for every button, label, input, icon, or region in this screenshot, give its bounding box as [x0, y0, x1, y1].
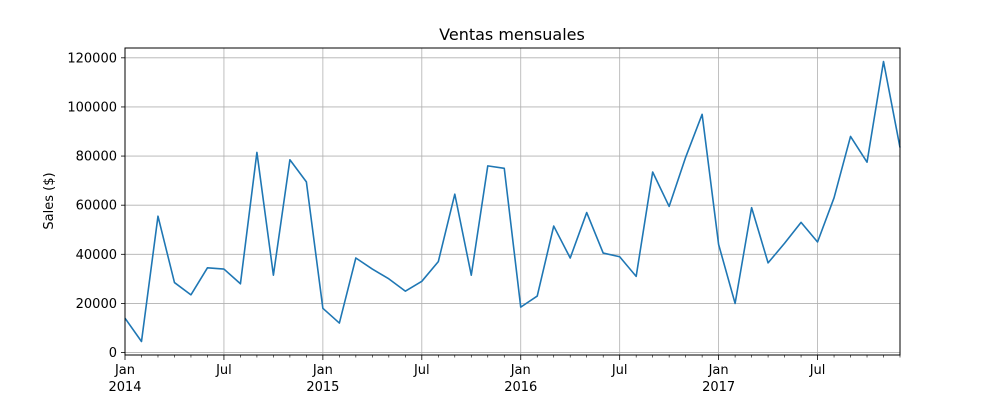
- x-tick-label: Jan: [510, 363, 531, 378]
- x-tick-year-label: 2014: [108, 380, 141, 395]
- y-tick-label: 100000: [67, 100, 117, 115]
- plot-frame: [124, 47, 901, 356]
- axes: 0 20000 40000 60000 80000 100000 120000 Jan 2014…: [67, 51, 901, 395]
- x-tick-label: Jul: [809, 363, 826, 378]
- chart-title: Ventas mensuales: [439, 25, 585, 44]
- x-tick-year-label: 2015: [306, 380, 339, 395]
- series-line: [124, 60, 901, 343]
- x-tick-label: Jul: [413, 363, 430, 378]
- grid-lines: [124, 48, 900, 355]
- x-tick-label: Jul: [611, 363, 628, 378]
- y-tick-label: 20000: [76, 297, 117, 312]
- x-tick-label: Jan: [312, 363, 333, 378]
- y-tick-label: 0: [109, 346, 117, 361]
- series-layer: [124, 60, 901, 343]
- y-tick-label: 60000: [76, 199, 117, 214]
- x-tick-label: Jan: [114, 363, 135, 378]
- x-tick-label: Jan: [708, 363, 729, 378]
- y-tick-label: 120000: [67, 51, 117, 66]
- y-axis-label: Sales ($): [42, 172, 57, 229]
- x-tick-label: Jul: [215, 363, 232, 378]
- x-tick-year-label: 2017: [702, 380, 735, 395]
- y-tick-label: 40000: [76, 248, 117, 263]
- y-tick-label: 80000: [76, 150, 117, 165]
- x-tick-year-label: 2016: [504, 380, 537, 395]
